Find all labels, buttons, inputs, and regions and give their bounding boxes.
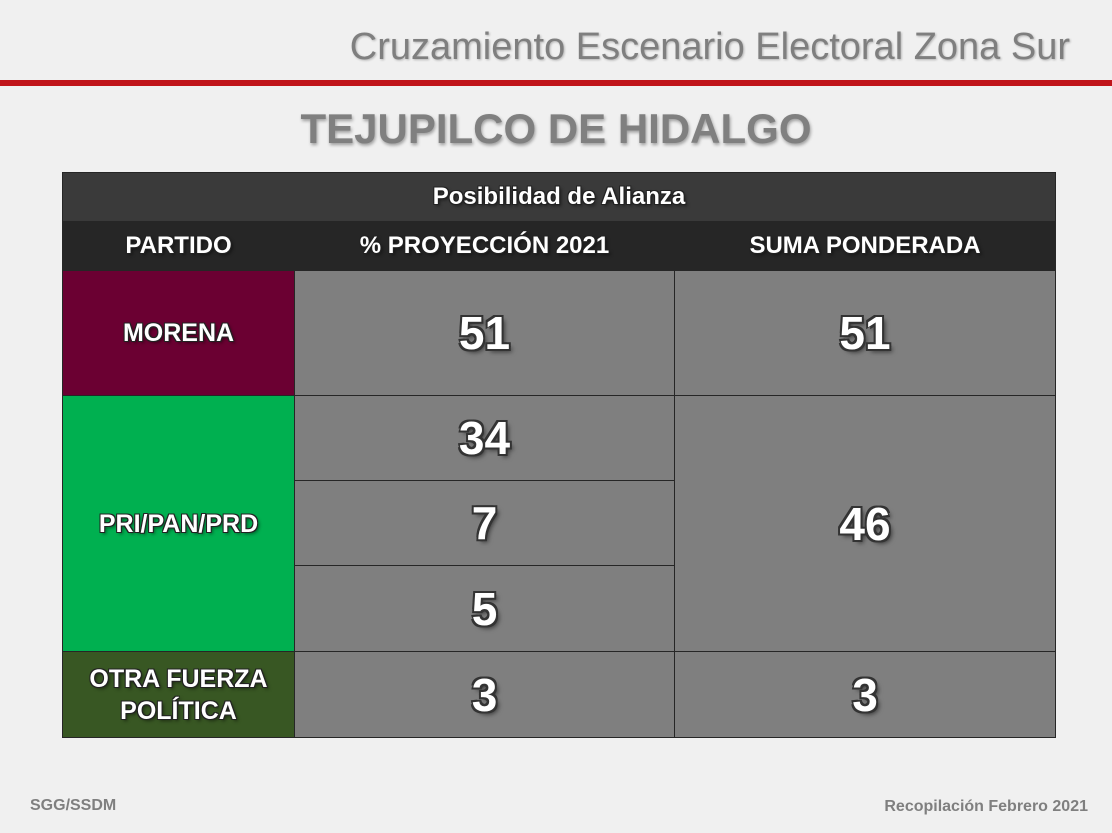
footer-source: SGG/SSDM xyxy=(30,797,117,814)
page-title: TEJUPILCO DE HIDALGO xyxy=(300,105,812,152)
column-header-proyeccion: % PROYECCIÓN 2021 xyxy=(294,221,675,271)
alliance-table: Posibilidad de Alianza PARTIDO % PROYECC… xyxy=(62,172,1056,738)
weighted-sum-morena: 51 xyxy=(674,270,1056,396)
header-divider xyxy=(0,80,1112,86)
column-header-partido: PARTIDO xyxy=(62,221,295,271)
table-caption: Posibilidad de Alianza xyxy=(62,172,1056,222)
footer-date: Recopilación Febrero 2021 xyxy=(884,798,1088,815)
party-cell-morena: MORENA xyxy=(62,270,295,396)
slide-header-title: Cruzamiento Escenario Electoral Zona Sur xyxy=(349,26,1070,68)
projection-value-pan: 7 xyxy=(294,480,675,566)
weighted-sum-alliance: 46 xyxy=(674,395,1056,652)
party-cell-pri-pan-prd: PRI/PAN/PRD xyxy=(62,395,295,652)
projection-value-prd: 5 xyxy=(294,565,675,652)
projection-value-otra: 3 xyxy=(294,651,675,738)
party-label-otra-fuerza: OTRA FUERZA POLÍTICA xyxy=(89,664,268,725)
party-cell-otra-fuerza: OTRA FUERZA POLÍTICA xyxy=(62,651,295,738)
column-header-suma: SUMA PONDERADA xyxy=(674,221,1056,271)
projection-value-morena: 51 xyxy=(294,270,675,396)
weighted-sum-otra: 3 xyxy=(674,651,1056,738)
projection-value-pri: 34 xyxy=(294,395,675,481)
